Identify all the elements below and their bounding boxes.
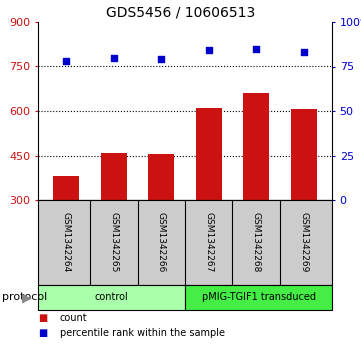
Bar xyxy=(185,285,332,310)
Bar xyxy=(291,109,317,200)
Text: protocol: protocol xyxy=(2,293,47,302)
Text: GSM1342267: GSM1342267 xyxy=(204,212,213,273)
Bar xyxy=(196,108,222,200)
Text: GSM1342265: GSM1342265 xyxy=(109,212,118,273)
Text: GSM1342266: GSM1342266 xyxy=(157,212,166,273)
Text: percentile rank within the sample: percentile rank within the sample xyxy=(60,328,225,338)
Point xyxy=(301,49,306,55)
Text: ■: ■ xyxy=(38,328,47,338)
Bar xyxy=(38,285,185,310)
Bar xyxy=(243,93,269,200)
Text: pMIG-TGIF1 transduced: pMIG-TGIF1 transduced xyxy=(201,293,316,302)
Text: GSM1342269: GSM1342269 xyxy=(299,212,308,273)
Bar xyxy=(53,176,79,200)
Text: count: count xyxy=(60,313,87,323)
Text: GDS5456 / 10606513: GDS5456 / 10606513 xyxy=(106,5,255,19)
Text: GSM1342268: GSM1342268 xyxy=(252,212,261,273)
Point xyxy=(111,55,117,61)
Text: ▶: ▶ xyxy=(22,291,32,304)
Text: ■: ■ xyxy=(38,313,47,323)
Text: control: control xyxy=(95,293,129,302)
Bar xyxy=(148,154,174,200)
Text: GSM1342264: GSM1342264 xyxy=(62,212,71,273)
Point xyxy=(253,46,259,52)
Point xyxy=(64,58,69,64)
Point xyxy=(158,57,164,62)
Point xyxy=(206,48,212,53)
Bar xyxy=(101,152,127,200)
